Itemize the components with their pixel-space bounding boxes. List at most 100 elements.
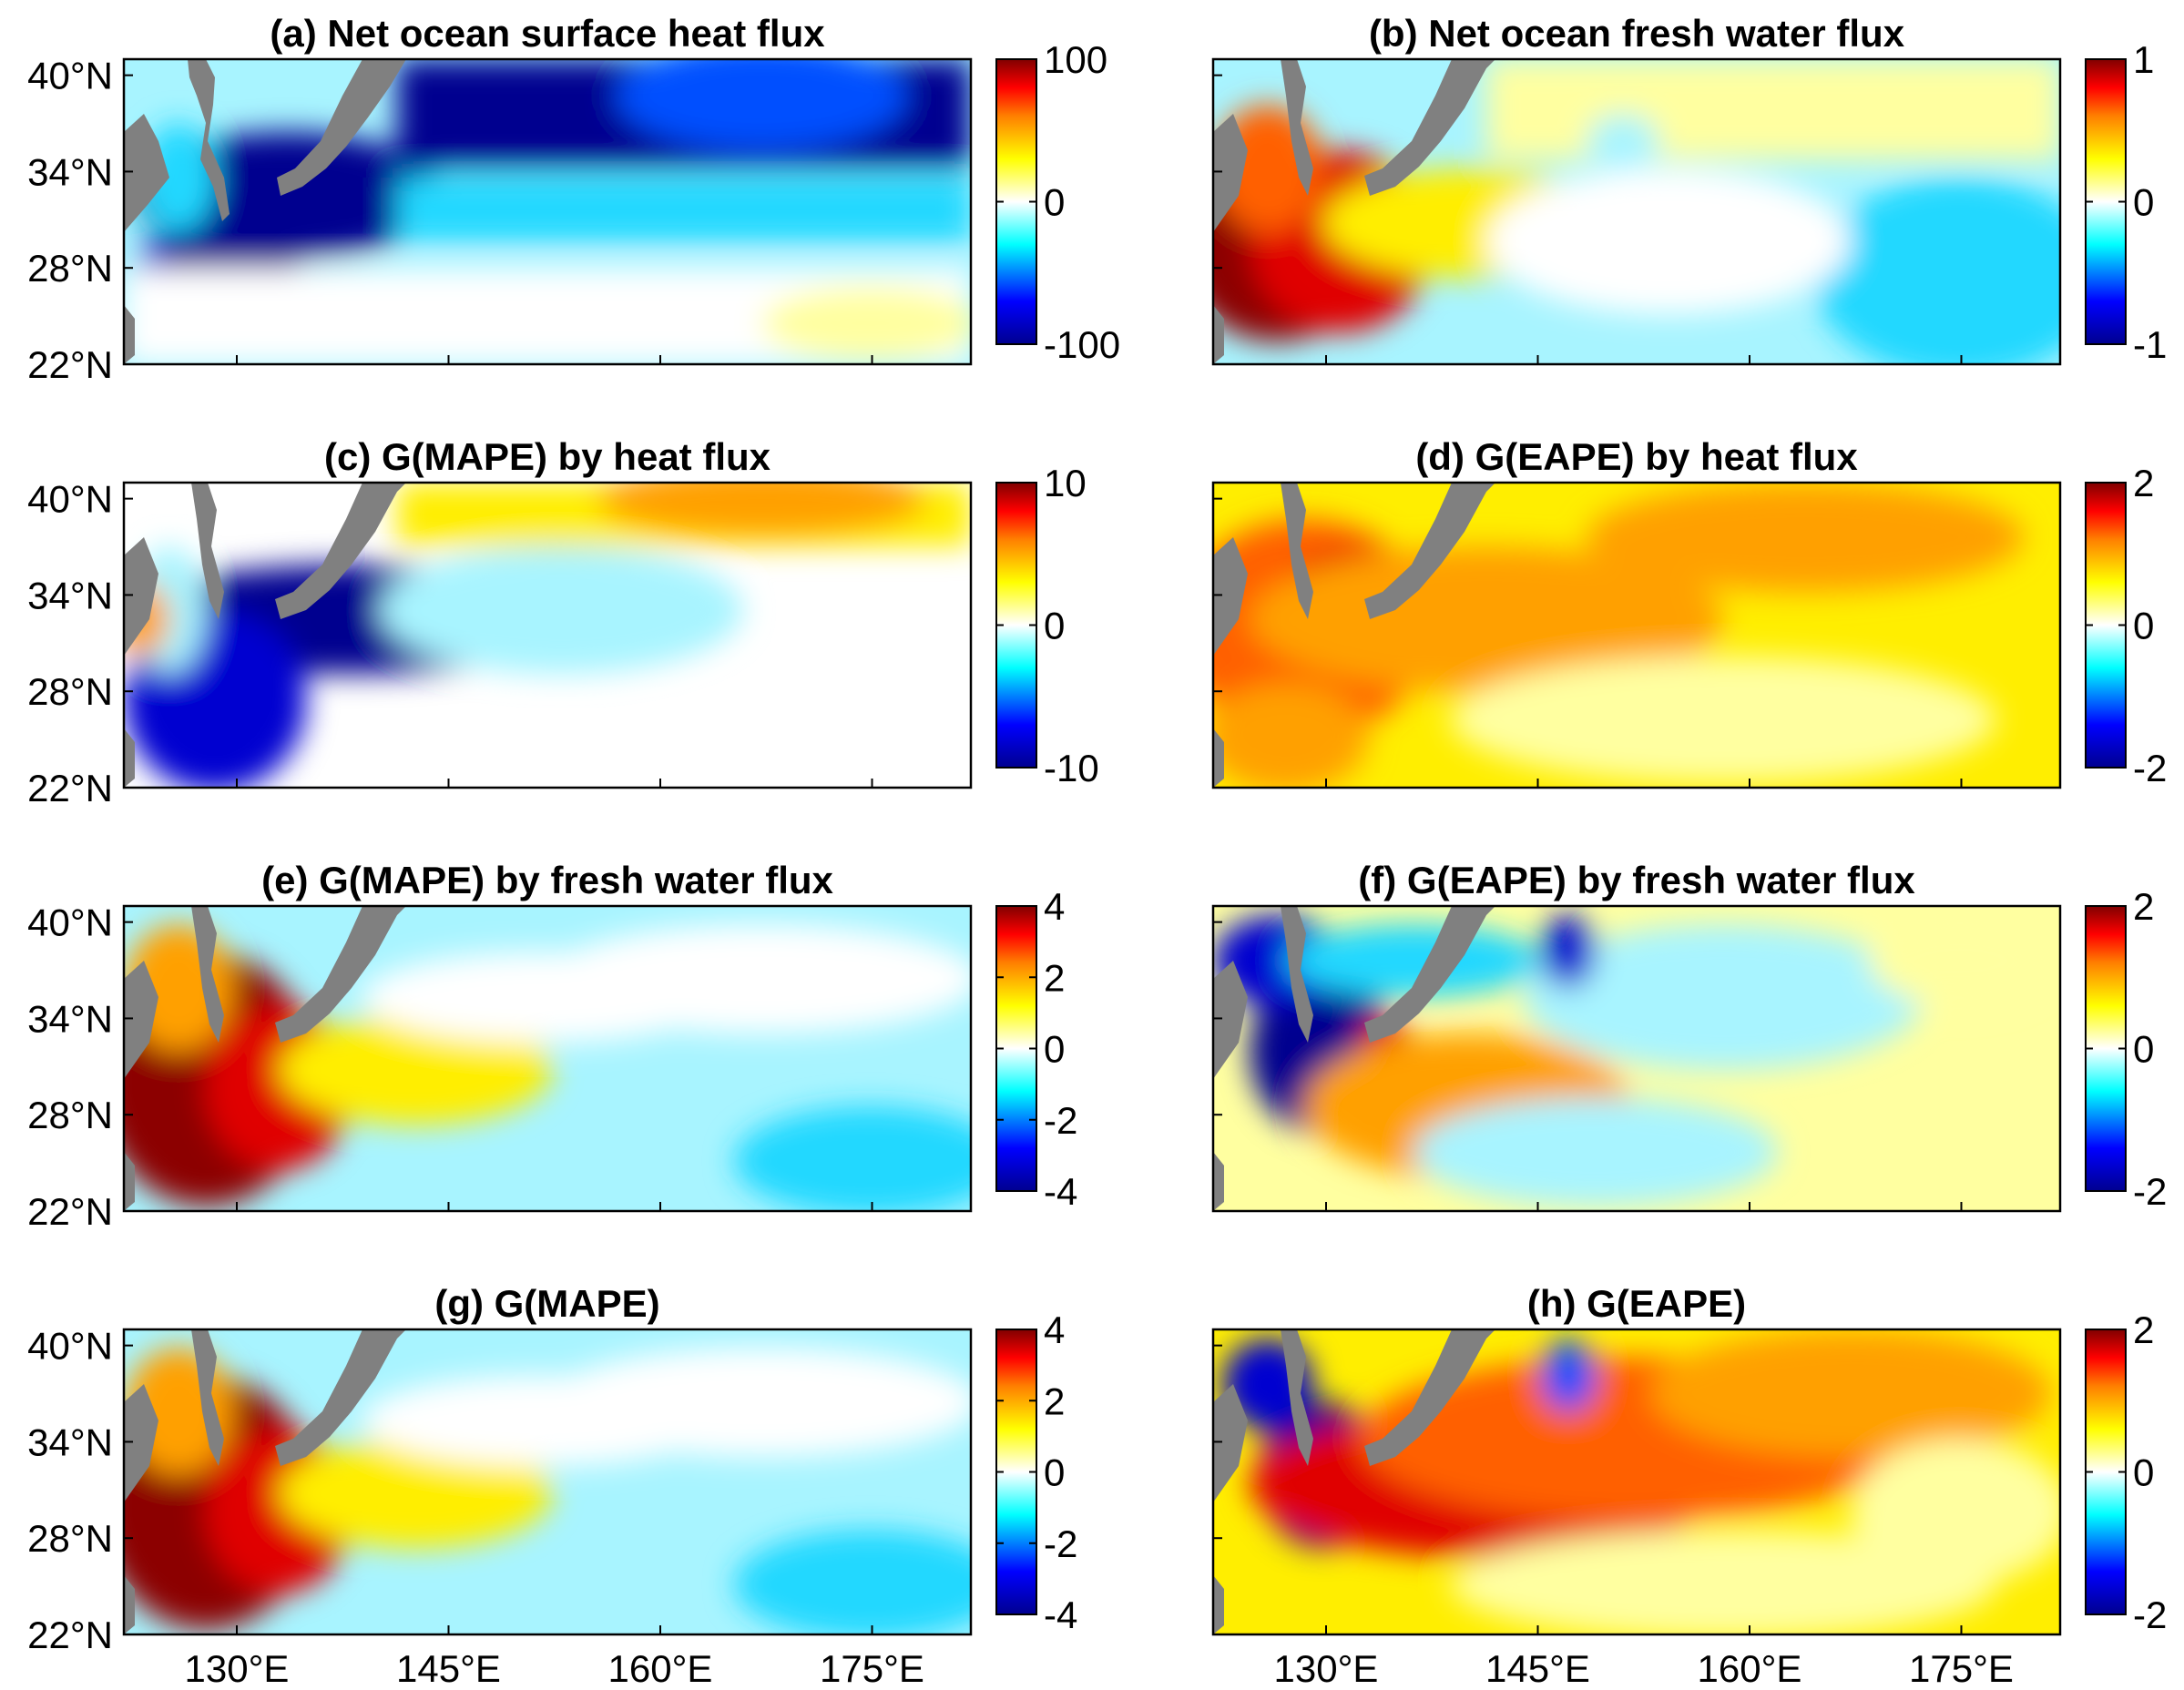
x-tick-label: 130°E [185,1647,290,1690]
colorbar-label: 0 [2133,1451,2154,1494]
x-tick-label: 160°E [608,1647,713,1690]
field-blob [1486,168,1851,314]
field-blobs [124,1348,971,1634]
colorbar-label: 4 [1044,885,1065,928]
colorbar-label: 1 [2133,38,2154,81]
y-tick-label: 34°N [27,150,113,193]
panel-b: (b) Net ocean fresh water flux 1 0 -1 [1211,12,2167,366]
field-blob [1814,178,2060,364]
y-tick-label: 28°N [27,670,113,713]
map-frame [122,1328,973,1636]
colorbar: 1 0 -1 [2085,38,2167,366]
colorbar-label: 0 [1044,1028,1065,1071]
map-frame [1211,904,2062,1213]
colorbar-label: 0 [2133,605,2154,647]
map-frame [1211,1328,2062,1636]
y-tick-label: 34°N [27,997,113,1040]
map-frame [122,481,973,789]
panel-title: (e) G(MAPE) by fresh water flux [261,859,833,901]
colorbar-label: -2 [2133,1593,2167,1636]
x-tick-label: 145°E [1485,1647,1590,1690]
colorbar-label: 0 [2133,1028,2154,1071]
map-field [124,59,971,364]
panel-c: (c) G(MAPE) by heat flux 40°N 34°N 28°N 22°N… [27,435,1099,809]
panel-title: (g) G(MAPE) [434,1282,659,1325]
field-blob [397,178,971,241]
colorbar: 100 0 -100 [995,38,1120,366]
colorbar-label: -4 [1044,1593,1077,1636]
y-tick-label: 28°N [27,1094,113,1136]
map-field [1213,483,2060,788]
colorbar-label: 2 [1044,956,1065,999]
panel-title: (d) G(EAPE) by heat flux [1415,435,1858,478]
y-tick-label: 40°N [27,1325,113,1368]
field-blob [1541,1339,1596,1411]
panel-h: (h) G(EAPE) 130°E 145°E 160°E 175°E 2 0 -2 [1211,1282,2167,1690]
field-blobs [124,483,971,788]
y-tick-label: 28°N [27,247,113,290]
panel-title: (c) G(MAPE) by heat flux [324,435,771,478]
x-tick-label: 175°E [1909,1647,2014,1690]
field-blob [616,59,907,150]
field-blob [1523,924,1924,1070]
colorbar-label: 100 [1044,38,1107,81]
map-field [1213,1329,2060,1634]
colorbar-label: 0 [1044,181,1065,224]
panel-title: (b) Net ocean fresh water flux [1369,12,1905,55]
map-frame [1211,57,2062,366]
field-blob [379,546,743,674]
colorbar: 2 0 -2 [2085,1308,2167,1636]
field-blob [734,1530,971,1634]
y-tick-label: 40°N [27,478,113,521]
panel-f: (f) G(EAPE) by fresh water flux 2 0 -2 [1211,859,2167,1213]
colorbar-label: -2 [1044,1522,1077,1565]
panel-g: (g) G(MAPE) 40°N 34°N 28°N 22°N 130°E 145°E 160… [27,1282,1077,1690]
y-tick-label: 22°N [27,1190,113,1233]
y-tick-label: 34°N [27,1420,113,1463]
map-field [124,483,971,788]
y-tick-label: 22°N [27,767,113,809]
y-tick-label: 40°N [27,901,113,944]
x-tick-label: 145°E [396,1647,501,1690]
field-blobs [1213,59,2060,364]
field-blob [1869,915,2051,1006]
field-blob [279,1015,552,1125]
colorbar-label: 2 [2133,1308,2154,1351]
colorbar: 2 0 -2 [2085,885,2167,1213]
y-tick-label: 22°N [27,343,113,386]
field-blobs [124,59,971,364]
field-blobs [1213,483,2024,788]
colorbar-label: -4 [1044,1170,1077,1213]
field-blob [597,483,925,537]
panel-title: (a) Net ocean surface heat flux [270,12,825,55]
field-blob [1286,924,1541,997]
field-blob [1486,59,2060,159]
field-blob [1450,656,1996,783]
panel-title: (f) G(EAPE) by fresh water flux [1358,859,1915,901]
field-blob [1213,915,1341,1006]
map-field [124,1329,971,1634]
field-blob [1413,1097,1778,1206]
colorbar-label: 2 [2133,885,2154,928]
map-field [1213,59,2060,364]
field-blob [1650,1329,2051,1457]
field-blob [543,1348,971,1457]
field-blob [279,1439,552,1548]
colorbar-label: 2 [1044,1379,1065,1422]
map-field [124,906,971,1211]
panel-d: (d) G(EAPE) by heat flux 2 0 -2 [1211,435,2167,789]
colorbar: 4 2 0 -2 -4 [995,1308,1077,1636]
colorbar-label: 4 [1044,1308,1065,1351]
y-tick-label: 34°N [27,574,113,616]
field-blob [1851,1439,2060,1584]
colorbar-label: -1 [2133,323,2167,366]
map-frame [122,57,973,366]
colorbar-label: -2 [2133,747,2167,789]
colorbar-label: -2 [2133,1170,2167,1213]
x-tick-label: 130°E [1274,1647,1379,1690]
colorbar-label: 2 [2133,462,2154,504]
y-tick-label: 28°N [27,1517,113,1560]
panel-a: (a) Net ocean surface heat flux 40°N 34°N 2… [27,12,1120,386]
colorbar-label: 0 [2133,181,2154,224]
colorbar-label: 10 [1044,462,1087,504]
